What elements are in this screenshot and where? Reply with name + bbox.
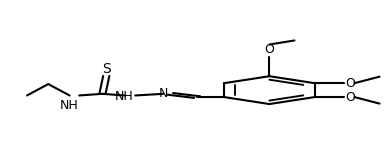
Text: O: O — [346, 77, 355, 90]
Text: NH: NH — [114, 90, 133, 103]
Text: O: O — [346, 91, 355, 104]
Text: S: S — [102, 62, 111, 76]
Text: N: N — [159, 87, 168, 100]
Text: NH: NH — [60, 99, 79, 112]
Text: O: O — [265, 43, 274, 56]
